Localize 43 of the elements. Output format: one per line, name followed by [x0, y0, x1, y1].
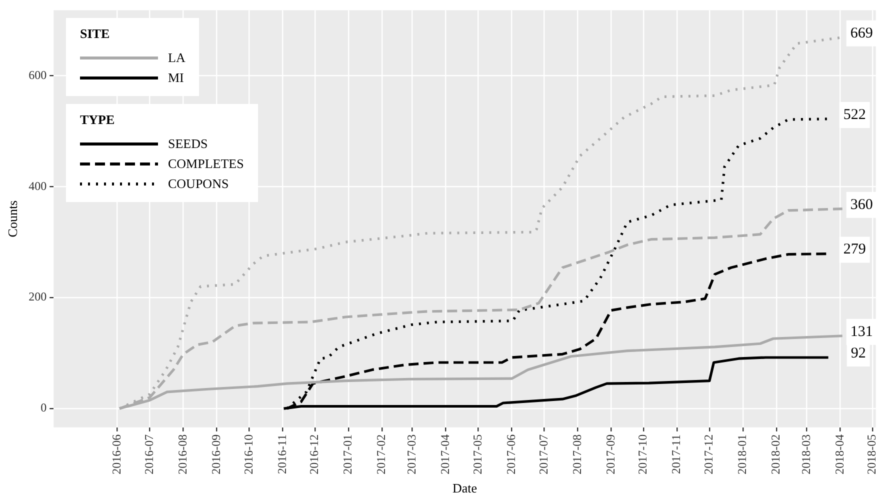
- x-tick-label: 2016-08: [175, 434, 190, 474]
- annotation: LA: [168, 50, 186, 66]
- x-tick-label: 2018-05: [864, 434, 879, 474]
- x-tick-label: 2017-08: [570, 434, 584, 474]
- x-tick-label: 2017-02: [374, 434, 388, 474]
- x-tick-label: 2018-02: [768, 434, 783, 474]
- x-tick-label: 2017-06: [504, 434, 518, 474]
- x-axis-title: Date: [452, 480, 478, 496]
- x-tick-label: 2016-12: [307, 434, 322, 474]
- x-tick-label: 2017-12: [702, 434, 716, 474]
- annotation: TYPE: [80, 112, 116, 128]
- x-tick-label: 2016-07: [142, 434, 156, 474]
- y-tick-label: 600: [28, 68, 47, 82]
- x-tick-label: 2017-07: [536, 434, 550, 474]
- annotation: COMPLETES: [168, 156, 244, 172]
- x-tick-label: 2016-10: [241, 434, 256, 474]
- x-tick-label: 2018-01: [735, 434, 750, 474]
- x-tick-label: 2016-11: [274, 434, 289, 474]
- data-label: 92: [850, 345, 866, 362]
- y-tick-label: 200: [28, 290, 47, 304]
- y-tick-label: 400: [28, 178, 47, 193]
- annotation: MI: [168, 70, 184, 86]
- data-label: 131: [850, 324, 873, 340]
- data-label: 360: [850, 196, 873, 213]
- x-tick-label: 2017-11: [669, 434, 684, 474]
- x-tick-label: 2017-09: [603, 434, 618, 474]
- x-tick-label: 2017-04: [438, 434, 452, 474]
- data-label: 279: [843, 242, 866, 258]
- x-tick-label: 2017-05: [470, 434, 484, 474]
- x-tick-label: 2016-09: [208, 434, 223, 474]
- x-tick-label: 2018-04: [832, 434, 846, 474]
- annotation: SITE: [80, 26, 111, 42]
- x-tick-label: 2016-06: [110, 434, 124, 474]
- data-label: 669: [850, 25, 873, 42]
- x-tick-label: 2017-10: [636, 434, 650, 474]
- y-tick-label: 0: [40, 400, 47, 415]
- x-tick-label: 2017-03: [404, 434, 418, 474]
- x-tick-label: 2018-03: [798, 434, 813, 474]
- y-axis-title: Counts: [5, 200, 20, 238]
- x-tick-label: 2017-01: [340, 434, 355, 474]
- annotation: SEEDS: [168, 136, 208, 152]
- annotation: COUPONS: [168, 176, 229, 192]
- data-label: 522: [843, 106, 866, 123]
